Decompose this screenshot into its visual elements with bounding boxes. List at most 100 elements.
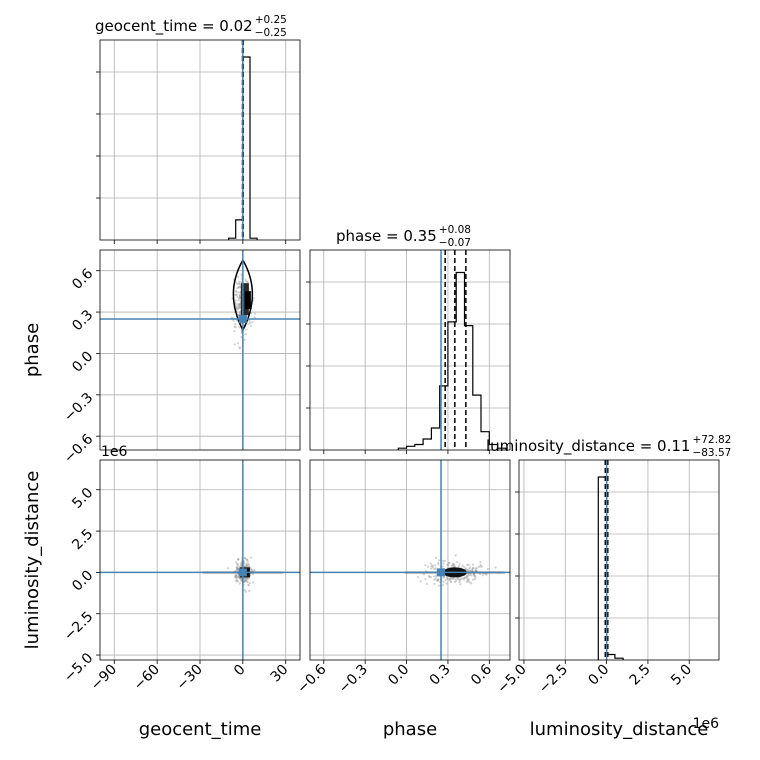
posterior-sample bbox=[433, 582, 436, 586]
posterior-sample bbox=[245, 279, 248, 283]
posterior-sample bbox=[447, 564, 450, 567]
posterior-sample bbox=[458, 581, 461, 584]
posterior-sample bbox=[467, 578, 470, 581]
posterior-sample bbox=[450, 577, 453, 580]
posterior-sample bbox=[447, 561, 451, 564]
posterior-sample bbox=[435, 575, 438, 578]
posterior-sample bbox=[250, 568, 253, 571]
posterior-sample bbox=[446, 563, 449, 566]
posterior-sample bbox=[247, 577, 250, 580]
posterior-sample bbox=[238, 577, 241, 580]
posterior-sample bbox=[475, 569, 478, 573]
posterior-sample bbox=[237, 291, 240, 294]
posterior-sample bbox=[236, 576, 239, 579]
posterior-sample bbox=[237, 282, 240, 285]
histogram-luminosity_distance bbox=[597, 476, 624, 660]
posterior-sample bbox=[452, 578, 455, 581]
posterior-sample bbox=[244, 579, 247, 582]
posterior-sample bbox=[465, 580, 468, 584]
posterior-sample bbox=[238, 565, 242, 568]
posterior-sample bbox=[430, 567, 433, 570]
posterior-sample bbox=[425, 582, 428, 586]
posterior-sample bbox=[245, 580, 248, 583]
posterior-sample bbox=[449, 577, 452, 580]
posterior-sample bbox=[236, 282, 239, 285]
posterior-sample bbox=[235, 289, 238, 292]
posterior-sample bbox=[449, 580, 452, 583]
posterior-sample bbox=[244, 333, 247, 336]
x-tick-label: −60 bbox=[131, 662, 163, 694]
posterior-sample bbox=[449, 580, 452, 584]
posterior-sample bbox=[247, 564, 250, 567]
posterior-sample bbox=[248, 565, 251, 568]
posterior-sample bbox=[246, 564, 249, 567]
frame-layer bbox=[96, 39, 720, 664]
posterior-sample bbox=[466, 579, 469, 582]
posterior-sample bbox=[238, 293, 241, 297]
posterior-sample bbox=[477, 565, 480, 569]
posterior-sample bbox=[235, 305, 238, 308]
posterior-sample bbox=[429, 562, 432, 565]
posterior-sample bbox=[239, 346, 242, 349]
posterior-sample bbox=[452, 577, 455, 580]
posterior-sample bbox=[474, 569, 477, 572]
posterior-sample bbox=[235, 563, 239, 566]
panel-frame bbox=[99, 249, 301, 451]
posterior-sample bbox=[441, 560, 445, 563]
posterior-sample bbox=[243, 581, 246, 584]
posterior-sample bbox=[442, 584, 445, 587]
x-tick-label: −90 bbox=[88, 662, 120, 694]
posterior-sample bbox=[235, 574, 238, 577]
x-tick-label: 30 bbox=[268, 662, 292, 686]
posterior-sample bbox=[473, 573, 476, 576]
posterior-sample bbox=[479, 563, 482, 566]
posterior-sample bbox=[471, 568, 474, 571]
posterior-sample bbox=[465, 575, 468, 578]
posterior-sample bbox=[237, 305, 240, 308]
posterior-sample bbox=[244, 278, 247, 281]
posterior-sample bbox=[426, 565, 430, 568]
title-geocent_time: geocent_time = 0.02 +0.25−0.25 bbox=[95, 14, 287, 39]
posterior-sample bbox=[244, 557, 247, 560]
posterior-sample bbox=[233, 325, 236, 328]
posterior-sample bbox=[436, 578, 439, 582]
title-subscript: −83.57 bbox=[692, 447, 731, 459]
x-offset-text: 1e6 bbox=[693, 716, 720, 732]
posterior-sample bbox=[472, 572, 475, 575]
posterior-sample bbox=[442, 576, 445, 579]
posterior-sample bbox=[234, 326, 237, 329]
posterior-sample bbox=[235, 576, 238, 579]
posterior-sample bbox=[433, 578, 436, 581]
posterior-sample bbox=[234, 323, 237, 326]
posterior-sample bbox=[472, 573, 475, 577]
posterior-sample bbox=[448, 578, 451, 581]
posterior-sample bbox=[248, 320, 251, 323]
posterior-sample bbox=[238, 297, 241, 300]
posterior-sample bbox=[245, 577, 248, 580]
posterior-sample bbox=[236, 567, 239, 571]
posterior-sample bbox=[243, 589, 246, 592]
y-tick-label: 5.0 bbox=[69, 485, 96, 512]
density-peak bbox=[244, 291, 251, 310]
posterior-sample bbox=[233, 330, 236, 333]
posterior-sample bbox=[226, 567, 230, 570]
x-tick-label: 2.5 bbox=[627, 662, 654, 689]
posterior-sample bbox=[247, 583, 250, 586]
posterior-sample bbox=[234, 561, 237, 564]
posterior-sample bbox=[236, 308, 239, 311]
posterior-sample bbox=[235, 575, 238, 579]
posterior-sample bbox=[447, 561, 450, 565]
posterior-sample bbox=[434, 567, 437, 570]
posterior-sample bbox=[470, 582, 473, 585]
posterior-sample bbox=[428, 575, 431, 579]
x-tick-label: 5.0 bbox=[668, 662, 695, 689]
posterior-sample bbox=[474, 567, 477, 570]
posterior-sample bbox=[458, 563, 461, 566]
posterior-sample bbox=[454, 580, 458, 583]
posterior-sample bbox=[435, 556, 438, 560]
posterior-sample bbox=[249, 324, 253, 327]
posterior-sample bbox=[244, 556, 247, 560]
posterior-sample bbox=[422, 573, 425, 576]
title-text: phase = 0.35 bbox=[336, 227, 437, 245]
